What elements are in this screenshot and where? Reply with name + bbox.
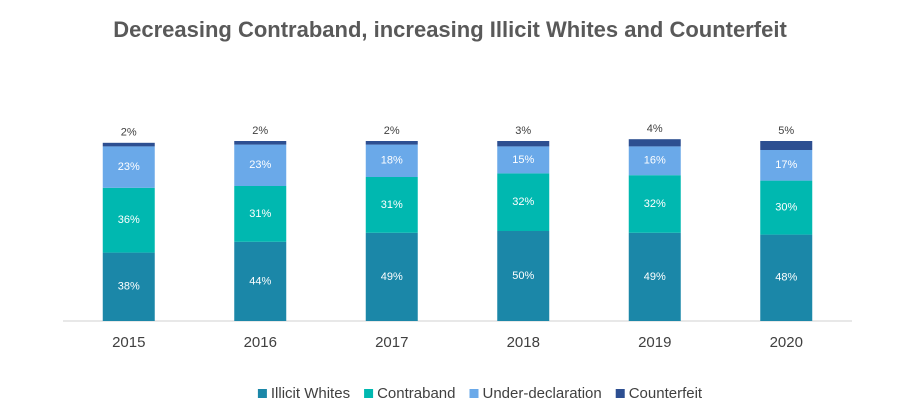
x-tick-label: 2019 xyxy=(638,334,671,351)
bar-segment xyxy=(234,186,287,242)
bar-segment xyxy=(497,173,550,231)
data-label: 49% xyxy=(381,271,403,283)
bar-segment xyxy=(497,141,550,147)
data-label: 2% xyxy=(252,125,268,137)
legend-marker xyxy=(615,389,625,398)
bar-segment xyxy=(628,139,681,147)
x-tick-label: 2018 xyxy=(507,334,540,351)
data-label: 4% xyxy=(647,123,663,135)
data-label: 16% xyxy=(644,155,666,167)
x-tick-label: 2020 xyxy=(770,334,803,351)
bar-segment xyxy=(628,232,681,321)
data-label: 38% xyxy=(118,281,140,293)
legend-marker xyxy=(364,389,374,398)
bar-segment xyxy=(365,232,418,321)
bar-segment xyxy=(760,150,813,181)
data-label: 17% xyxy=(775,159,797,171)
bar-segment xyxy=(365,144,418,177)
legend-label: Illicit Whites xyxy=(271,385,350,402)
legend-marker xyxy=(469,389,479,398)
bar-segment xyxy=(497,146,550,174)
bar-segment xyxy=(497,231,550,321)
bar-segment xyxy=(234,144,287,186)
legend-label: Contraband xyxy=(377,385,455,402)
data-label: 31% xyxy=(249,208,271,220)
data-label: 36% xyxy=(118,214,140,226)
data-label: 2% xyxy=(384,125,400,137)
x-tick-label: 2017 xyxy=(375,334,408,351)
x-tick-label: 2016 xyxy=(244,334,277,351)
bar-segment xyxy=(102,146,155,188)
data-label: 15% xyxy=(512,154,534,166)
data-label: 31% xyxy=(381,199,403,211)
data-label: 30% xyxy=(775,202,797,214)
bar-segment xyxy=(365,141,418,145)
data-label: 2% xyxy=(121,127,137,139)
data-label: 44% xyxy=(249,275,271,287)
bar-segment xyxy=(760,234,813,321)
bar-segment xyxy=(628,146,681,176)
legend-marker xyxy=(257,389,267,398)
legend-label: Under-declaration xyxy=(482,385,601,402)
data-label: 50% xyxy=(512,270,534,282)
bar-segment xyxy=(760,180,813,235)
data-label: 48% xyxy=(775,272,797,284)
bar-segment xyxy=(102,187,155,253)
x-tick-label: 2015 xyxy=(112,334,145,351)
data-label: 18% xyxy=(381,155,403,167)
legend-label: Counterfeit xyxy=(629,385,703,402)
data-label: 32% xyxy=(512,196,534,208)
bar-segment xyxy=(760,141,813,150)
data-label: 23% xyxy=(249,159,271,171)
data-label: 23% xyxy=(118,161,140,173)
bar-segment xyxy=(365,177,418,233)
bar-segment xyxy=(234,241,287,321)
bar-segment xyxy=(102,252,155,321)
bar-segment xyxy=(628,175,681,233)
data-label: 49% xyxy=(644,271,666,283)
data-label: 32% xyxy=(644,198,666,210)
chart-title: Decreasing Contraband, increasing Illici… xyxy=(113,17,787,42)
bar-segment xyxy=(234,141,287,145)
data-label: 5% xyxy=(778,125,794,137)
bar-segment xyxy=(102,142,155,147)
data-label: 3% xyxy=(515,125,531,137)
